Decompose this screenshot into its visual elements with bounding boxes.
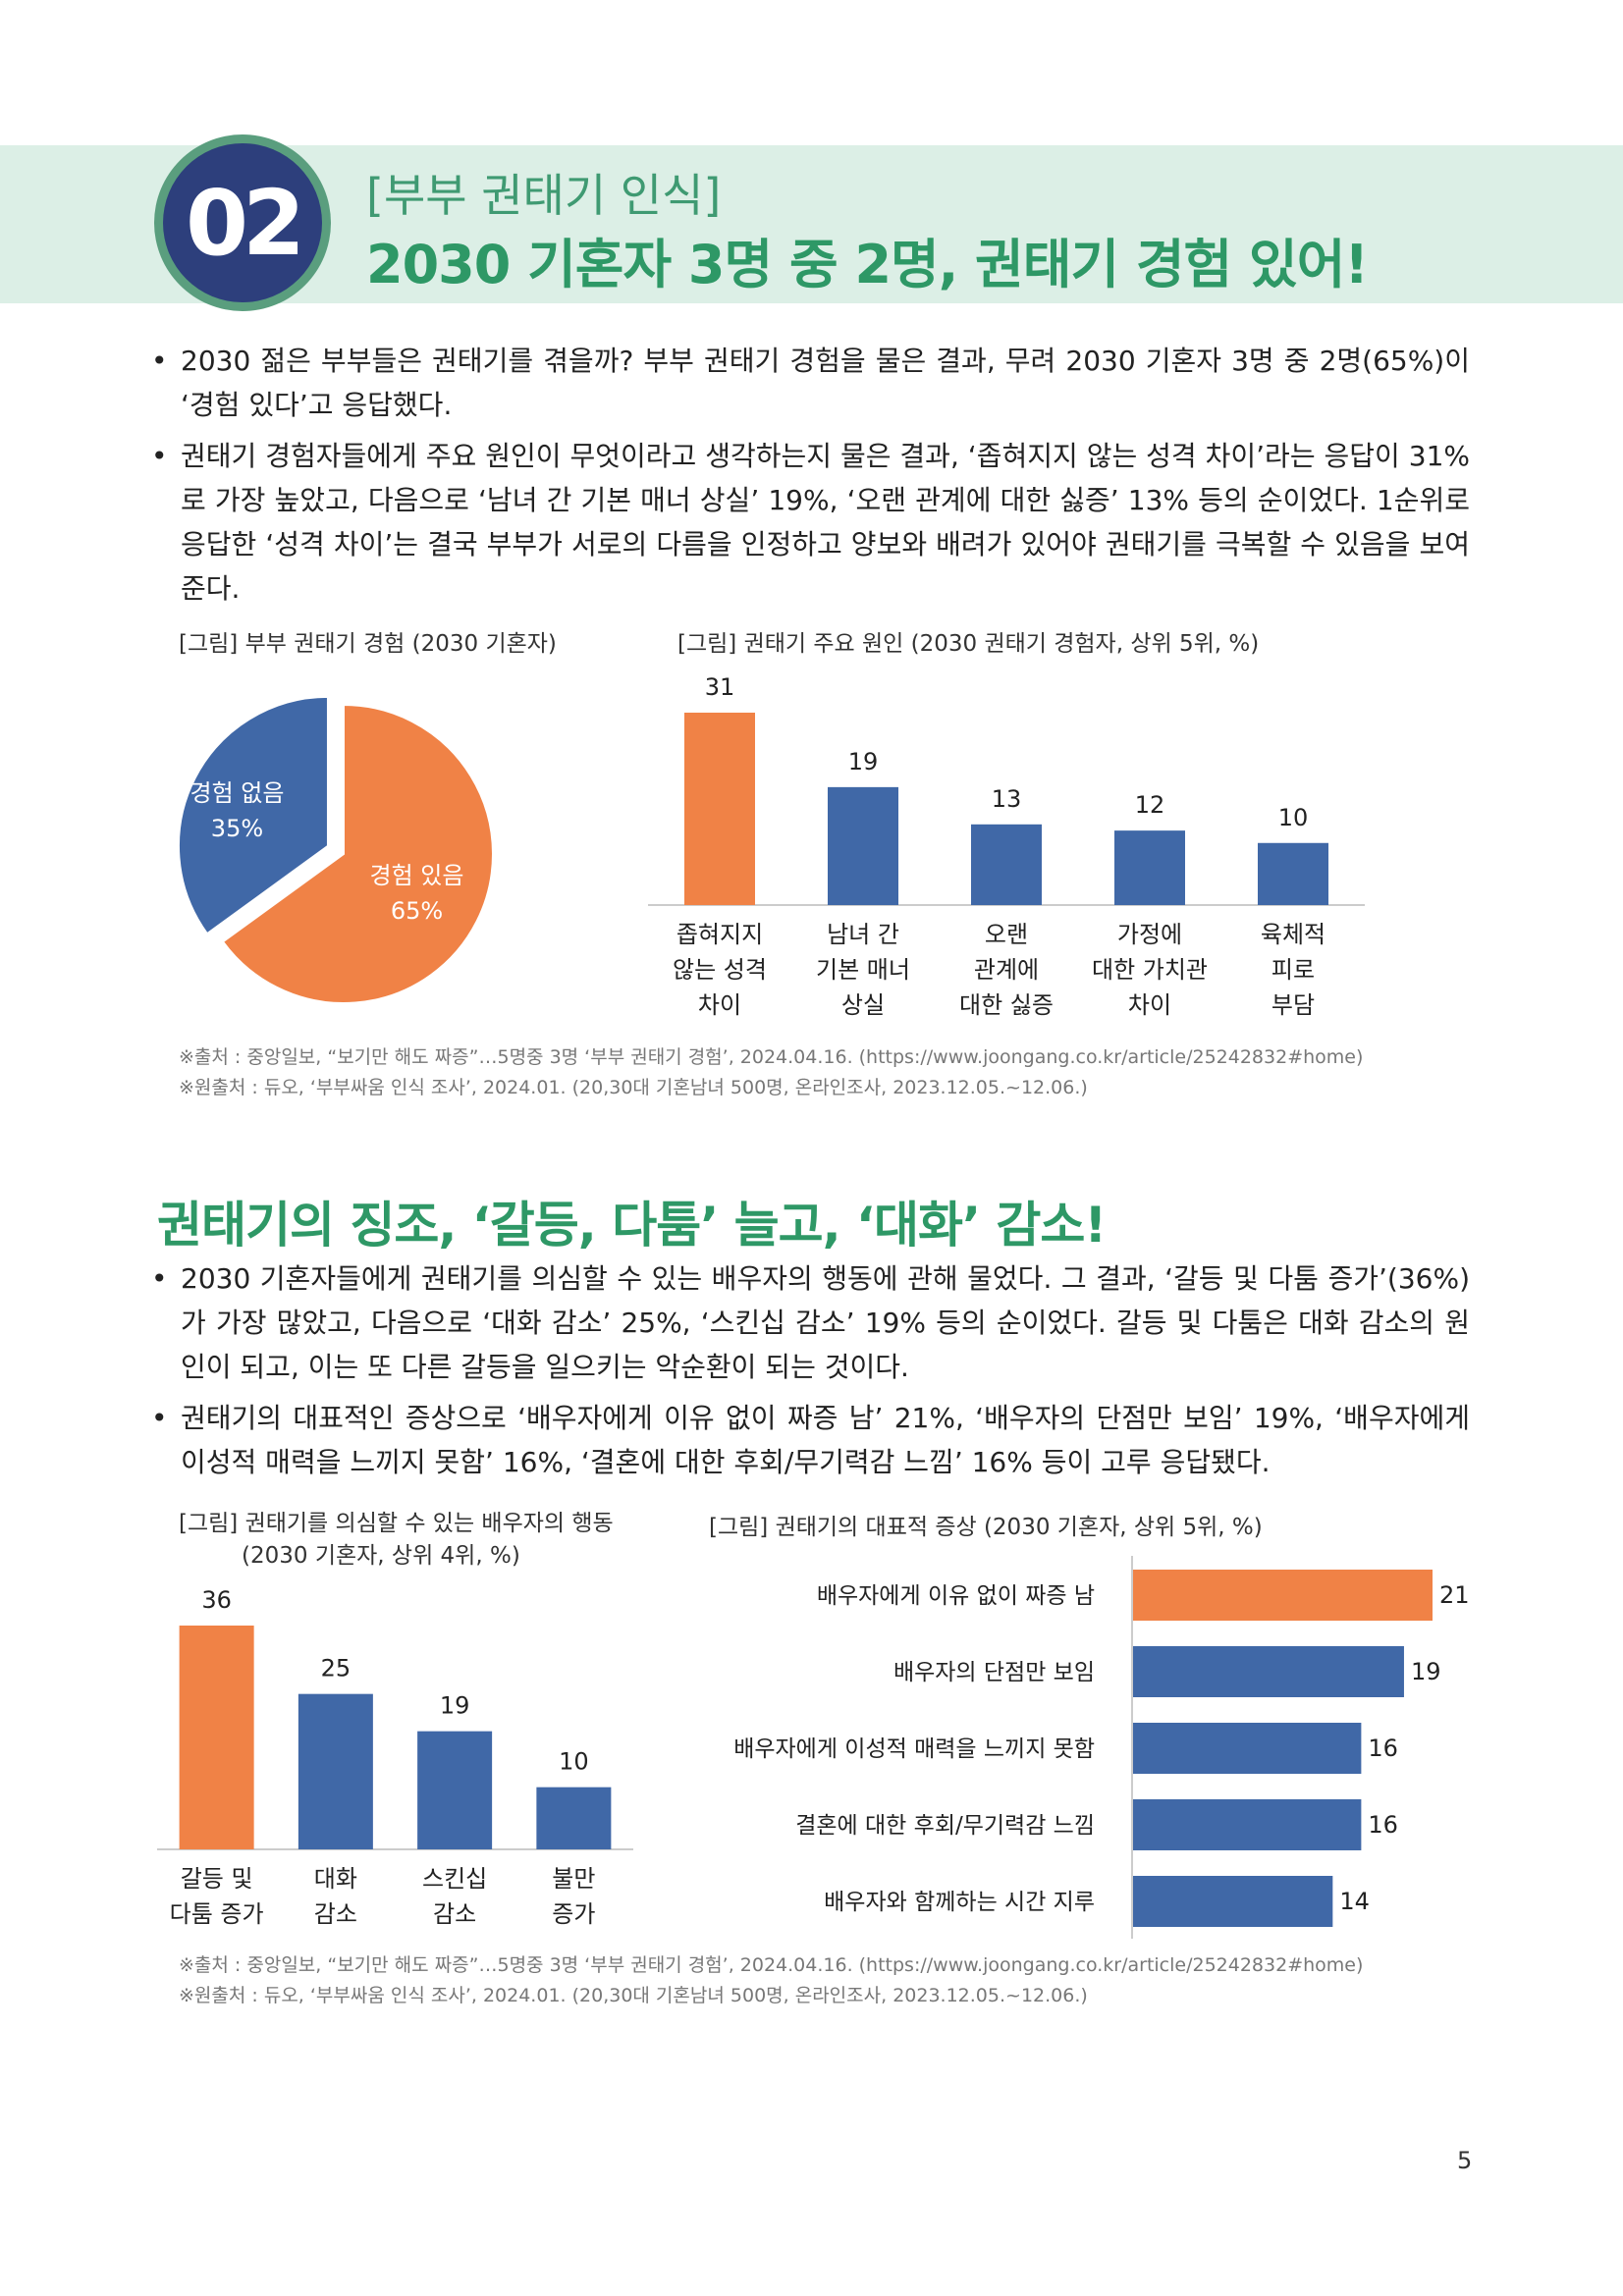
category-label: 갈등 및 — [181, 1865, 253, 1893]
source-line: ※원출처 : 듀오, ‘부부싸움 인식 조사’, 2024.01. (20,30… — [179, 1077, 1088, 1098]
data-label: 19 — [440, 1692, 470, 1720]
data-label: 16 — [1368, 1811, 1398, 1839]
category-label: 배우자의 단점만 보임 — [893, 1660, 1095, 1685]
category-label: 감소 — [314, 1900, 357, 1928]
category-label: 대한 가치관 — [1092, 956, 1208, 984]
category-label: 차이 — [698, 991, 741, 1019]
category-label: 않는 성격 — [673, 956, 767, 984]
bar — [1133, 1799, 1362, 1850]
data-label: 19 — [1411, 1658, 1441, 1685]
data-label: 10 — [559, 1748, 589, 1776]
category-label: 가정에 — [1117, 921, 1182, 948]
source-note-2: ※출처 : 중앙일보, “보기만 해도 짜증”…5명중 3명 ‘부부 권태기 경… — [179, 1950, 1363, 2011]
source-line: ※출처 : 중앙일보, “보기만 해도 짜증”…5명중 3명 ‘부부 권태기 경… — [179, 1046, 1364, 1068]
category-label: 증가 — [552, 1900, 595, 1928]
category-label: 배우자에게 이유 없이 짜증 남 — [817, 1583, 1095, 1609]
bar — [536, 1787, 612, 1849]
bullet-item: 2030 젊은 부부들은 권태기를 겪을까? 부부 권태기 경험을 물은 결과,… — [149, 339, 1470, 427]
section-title: 2030 기혼자 3명 중 2명, 권태기 경험 있어! — [366, 234, 1369, 295]
bar — [298, 1693, 373, 1849]
hbar-chart-symptoms: 배우자에게 이유 없이 짜증 남 21 배우자의 단점만 보임 19 배우자에게 이성적… — [733, 1556, 1470, 1939]
category-label: 오랜 — [985, 921, 1028, 948]
bullet-item: 권태기의 대표적인 증상으로 ‘배우자에게 이유 없이 짜증 남’ 21%, ‘… — [149, 1396, 1470, 1484]
bullet-item: 2030 기혼자들에게 권태기를 의심할 수 있는 배우자의 행동에 관해 물었… — [149, 1256, 1470, 1389]
category-label: 감소 — [433, 1900, 476, 1928]
data-label: 12 — [1135, 791, 1165, 819]
data-label: 16 — [1368, 1735, 1398, 1762]
category-label: 결혼에 대한 후회/무기력감 느낌 — [795, 1813, 1095, 1839]
data-label: 25 — [321, 1655, 352, 1682]
bar — [828, 786, 898, 905]
category-label: 육체적 — [1261, 921, 1325, 948]
data-label: 21 — [1439, 1581, 1470, 1609]
bar — [1114, 830, 1185, 905]
category-label: 관계에 — [974, 956, 1039, 984]
bar — [179, 1626, 254, 1849]
bar — [1258, 842, 1328, 905]
bar — [684, 713, 755, 905]
figure-caption-symptoms: [그림] 권태기의 대표적 증상 (2030 기혼자, 상위 5위, %) — [709, 1515, 1263, 1540]
pie-label: 65% — [391, 897, 443, 925]
category-label: 피로 — [1271, 956, 1315, 984]
data-label: 31 — [705, 673, 735, 701]
pie-label: 경험 없음 — [189, 779, 284, 807]
category-label: 배우자와 함께하는 시간 지루 — [824, 1890, 1095, 1915]
data-label: 36 — [201, 1586, 232, 1614]
bar — [971, 824, 1042, 905]
figure-caption-causes: [그림] 권태기 주요 원인 (2030 권태기 경험자, 상위 5위, %) — [677, 631, 1260, 657]
bar — [417, 1731, 493, 1849]
source-note-1: ※출처 : 중앙일보, “보기만 해도 짜증”…5명중 3명 ‘부부 권태기 경… — [179, 1042, 1363, 1103]
category-label: 상실 — [841, 991, 885, 1019]
bar — [1133, 1646, 1404, 1697]
category-label: 기본 매너 — [816, 956, 910, 984]
category-label: 좁혀지지 — [676, 921, 763, 948]
section1-bullet-list: 2030 젊은 부부들은 권태기를 겪을까? 부부 권태기 경험을 물은 결과,… — [149, 339, 1470, 617]
section-subtitle: [부부 권태기 인식] — [366, 169, 722, 222]
section-number: 02 — [163, 143, 322, 302]
data-label: 10 — [1278, 804, 1309, 831]
pie-label: 경험 있음 — [370, 862, 464, 889]
figure-caption-pie: [그림] 부부 권태기 경험 (2030 기혼자) — [179, 631, 557, 657]
category-label: 불만 — [552, 1865, 595, 1893]
pie-slice — [178, 695, 329, 935]
category-label: 배우자에게 이성적 매력을 느끼지 못함 — [733, 1736, 1095, 1762]
bar — [1133, 1570, 1433, 1621]
pie-label: 35% — [211, 815, 263, 842]
bar — [1133, 1876, 1333, 1927]
category-label: 대한 싫증 — [959, 991, 1054, 1019]
source-line: ※원출처 : 듀오, ‘부부싸움 인식 조사’, 2024.01. (20,30… — [179, 1985, 1088, 2006]
pie-chart: 경험 있음 65% 경험 없음 35% — [178, 695, 494, 1004]
caption-line: [그림] 권태기를 의심할 수 있는 배우자의 행동 — [179, 1511, 614, 1536]
category-label: 부담 — [1271, 991, 1315, 1019]
category-label: 대화 — [314, 1865, 357, 1893]
section2-bullet-list: 2030 기혼자들에게 권태기를 의심할 수 있는 배우자의 행동에 관해 물었… — [149, 1256, 1470, 1491]
section2-heading: 권태기의 징조, ‘갈등, 다툼’ 늘고, ‘대화’ 감소! — [157, 1197, 1107, 1254]
bullet-item: 권태기 경험자들에게 주요 원인이 무엇이라고 생각하는지 물은 결과, ‘좁혀… — [149, 434, 1470, 611]
figure-caption-behaviors: [그림] 권태기를 의심할 수 있는 배우자의 행동 (2030 기혼자, 상위… — [179, 1508, 614, 1573]
category-label: 스킨십 — [422, 1865, 487, 1893]
data-label: 14 — [1339, 1888, 1370, 1915]
bar — [1133, 1723, 1362, 1774]
data-label: 13 — [992, 785, 1022, 813]
pie-slice — [221, 703, 494, 1004]
page-number: 5 — [1457, 2147, 1473, 2174]
source-line: ※출처 : 중앙일보, “보기만 해도 짜증”…5명중 3명 ‘부부 권태기 경… — [179, 1954, 1364, 1976]
category-label: 남녀 간 — [827, 921, 899, 948]
category-label: 차이 — [1128, 991, 1171, 1019]
section-number-badge: 02 — [154, 134, 331, 311]
data-label: 19 — [848, 748, 879, 775]
caption-line: (2030 기혼자, 상위 4위, %) — [242, 1543, 520, 1569]
category-label: 다툼 증가 — [170, 1900, 264, 1928]
